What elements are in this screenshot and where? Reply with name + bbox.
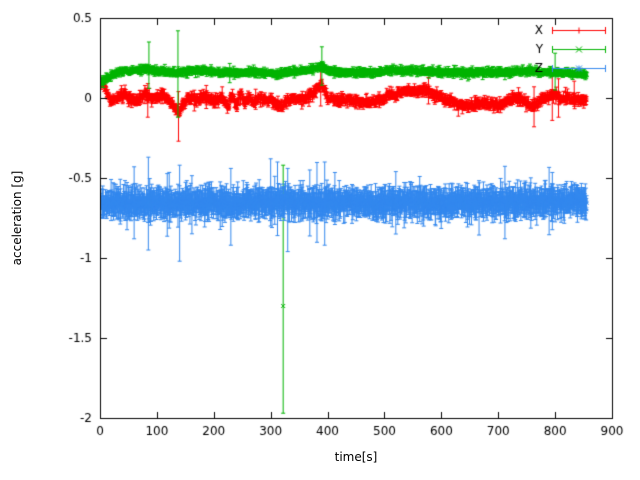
x-axis-label: time[s] xyxy=(334,450,378,464)
y-axis-label: acceleration [g] xyxy=(10,170,24,266)
